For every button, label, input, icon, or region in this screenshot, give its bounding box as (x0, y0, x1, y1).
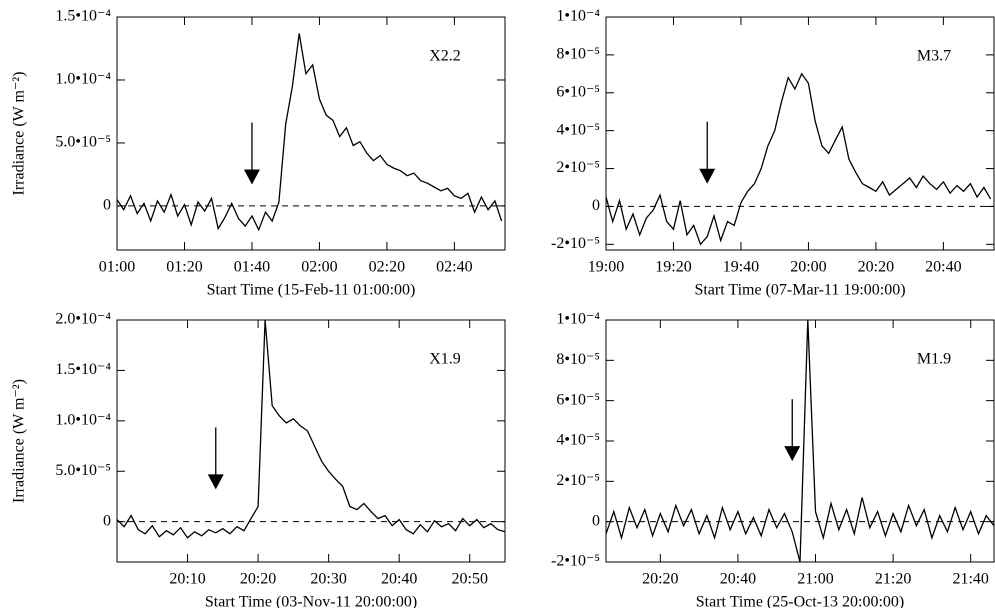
x-tick-label: 21:40 (952, 571, 988, 588)
x-tick-label: 19:40 (723, 259, 759, 276)
x-tick-label: 01:20 (166, 259, 202, 276)
data-line (116, 33, 503, 232)
x-tick-label: 02:40 (436, 259, 472, 276)
x-tick-label: 20:40 (925, 259, 961, 276)
y-axis-title: Irradiance (W m⁻²) (11, 72, 28, 196)
y-tick-label: 6•10⁻⁵ (556, 391, 600, 408)
arrow-head (784, 446, 801, 462)
y-tick-label: 2•10⁻⁵ (556, 159, 600, 176)
flare-class: X2.2 (429, 48, 461, 65)
x-tick-label: 20:50 (452, 571, 488, 588)
y-tick-label: 1.5•10⁻⁴ (55, 361, 111, 378)
y-tick-label: 1.0•10⁻⁴ (55, 71, 111, 88)
x-axis-title: Start Time (07-Mar-11 19:00:00) (694, 282, 905, 299)
x-tick-label: 19:00 (588, 259, 624, 276)
x-axis-title: Start Time (25-Oct-13 20:00:00) (696, 594, 904, 608)
x-tick-label: 20:00 (790, 259, 826, 276)
y-tick-label: 0 (592, 512, 600, 529)
x-tick-label: 21:00 (797, 571, 833, 588)
y-tick-label: 5.0•10⁻⁵ (55, 462, 111, 479)
y-tick-label: 4•10⁻⁵ (556, 432, 600, 449)
flare-class: M3.7 (917, 48, 951, 65)
arrow-head (207, 474, 224, 490)
x-tick-label: 20:20 (240, 571, 276, 588)
x-tick-label: 01:40 (234, 259, 270, 276)
y-tick-label: 8•10⁻⁵ (556, 351, 600, 368)
x-tick-label: 19:20 (655, 259, 691, 276)
data-line (605, 319, 995, 563)
flare-class: X1.9 (429, 351, 461, 368)
y-tick-label: 8•10⁻⁵ (556, 46, 600, 63)
x-axis-title: Start Time (15-Feb-11 01:00:00) (207, 282, 416, 299)
plot-frame (605, 16, 995, 251)
y-tick-label: 1.0•10⁻⁴ (55, 412, 111, 429)
y-tick-label: 0 (592, 197, 600, 214)
x-tick-label: 20:20 (642, 571, 678, 588)
y-tick-label: 1•10⁻⁴ (556, 8, 600, 25)
y-tick-label: 5.0•10⁻⁵ (55, 134, 111, 151)
arrow-head (243, 169, 260, 185)
x-tick-label: 20:40 (720, 571, 756, 588)
flare-class: M1.9 (917, 351, 951, 368)
x-tick-label: 20:10 (169, 571, 205, 588)
x-axis-title: Start Time (03-Nov-11 20:00:00) (205, 594, 417, 608)
y-tick-label: 2.0•10⁻⁴ (55, 311, 111, 328)
y-tick-label: 6•10⁻⁵ (556, 83, 600, 100)
x-tick-label: 21:20 (875, 571, 911, 588)
y-tick-label: 0 (103, 197, 111, 214)
y-tick-label: 4•10⁻⁵ (556, 121, 600, 138)
x-tick-label: 20:30 (310, 571, 346, 588)
y-tick-label: 2•10⁻⁵ (556, 472, 600, 489)
plot-frame (116, 16, 506, 251)
plot-frame (116, 319, 506, 563)
y-tick-label: 1•10⁻⁴ (556, 311, 600, 328)
x-tick-label: 20:20 (858, 259, 894, 276)
y-tick-label: 1.5•10⁻⁴ (55, 8, 111, 25)
x-tick-label: 01:00 (99, 259, 135, 276)
y-axis-title: Irradiance (W m⁻²) (11, 379, 28, 503)
x-tick-label: 02:20 (369, 259, 405, 276)
data-line (116, 319, 506, 539)
y-tick-label: -2•10⁻⁵ (551, 235, 600, 252)
arrow-head (699, 168, 716, 184)
y-tick-label: -2•10⁻⁵ (551, 553, 600, 570)
x-tick-label: 02:00 (301, 259, 337, 276)
x-tick-label: 20:40 (381, 571, 417, 588)
y-tick-label: 0 (103, 512, 111, 529)
data-line (605, 72, 992, 246)
